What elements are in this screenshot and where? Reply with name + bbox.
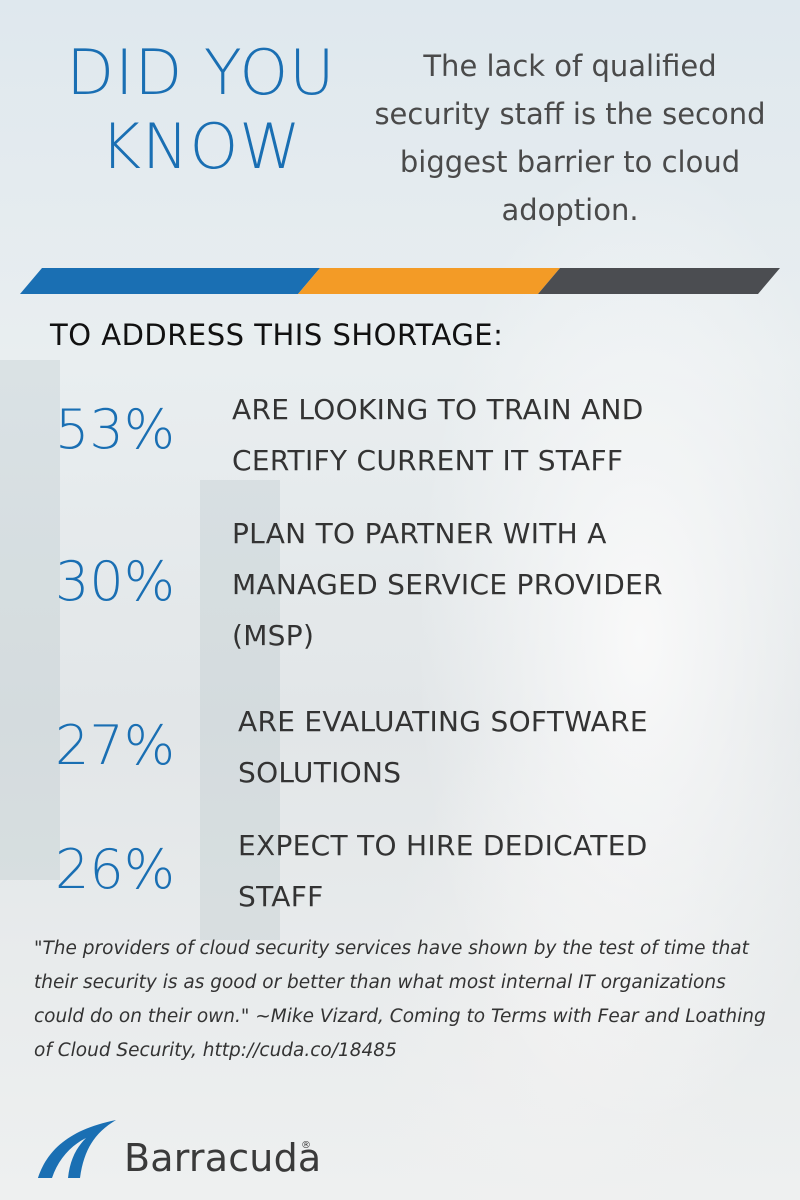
logo-text: Barracuda	[124, 1136, 322, 1180]
section-title: TO ADDRESS THIS SHORTAGE:	[50, 318, 504, 352]
headline: DID YOU KNOW	[36, 36, 366, 184]
stat-description: ARE LOOKING TO TRAIN AND CERTIFY CURRENT…	[232, 384, 644, 486]
stat-description: PLAN TO PARTNER WITH A MANAGED SERVICE P…	[232, 508, 663, 661]
stat-percent: 27%	[55, 714, 176, 777]
stat-line: CERTIFY CURRENT IT STAFF	[232, 444, 624, 477]
stripe-gray	[538, 268, 780, 294]
stat-line: ARE LOOKING TO TRAIN AND	[232, 393, 644, 426]
stat-line: PLAN TO PARTNER WITH A	[232, 517, 607, 550]
stat-line: (MSP)	[232, 619, 315, 652]
stat-percent: 26%	[55, 838, 176, 901]
barracuda-fin-icon	[38, 1120, 116, 1178]
intro-text: The lack of qualified security staff is …	[374, 49, 766, 227]
stat-description: EXPECT TO HIRE DEDICATED STAFF	[238, 820, 648, 922]
registered-mark: ®	[301, 1140, 311, 1151]
stat-line: EXPECT TO HIRE DEDICATED	[238, 829, 648, 862]
server-rack-shape	[0, 360, 60, 880]
stripe-blue	[20, 268, 320, 294]
barracuda-logo: Barracuda ®	[36, 1118, 356, 1188]
stat-line: MANAGED SERVICE PROVIDER	[232, 568, 663, 601]
stat-line: STAFF	[238, 880, 324, 913]
headline-line-1: DID YOU	[66, 36, 336, 109]
headline-line-2: KNOW	[100, 110, 302, 183]
quote-text: "The providers of cloud security service…	[34, 938, 766, 1061]
stat-description: ARE EVALUATING SOFTWARE SOLUTIONS	[238, 696, 648, 798]
stripe-orange	[298, 268, 560, 294]
stat-line: SOLUTIONS	[238, 756, 402, 789]
stat-percent: 53%	[55, 398, 176, 461]
server-rack-shape	[200, 480, 280, 940]
stat-percent: 30%	[55, 550, 176, 613]
color-stripe	[20, 268, 780, 294]
stat-line: ARE EVALUATING SOFTWARE	[238, 705, 648, 738]
